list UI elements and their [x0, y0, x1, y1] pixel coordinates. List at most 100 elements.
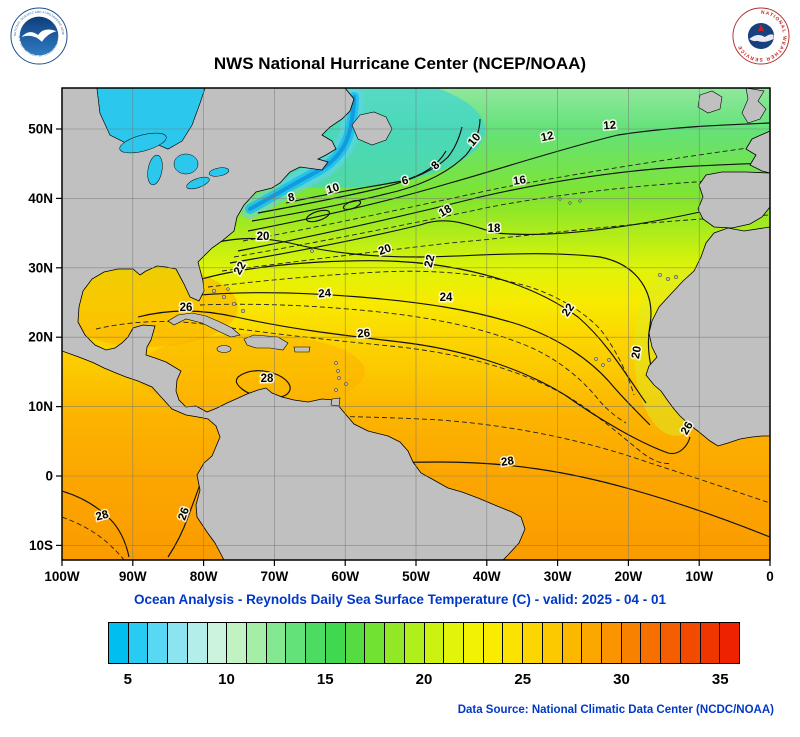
colorbar-cell — [109, 623, 129, 663]
x-axis-tick-label: 30W — [544, 569, 572, 584]
contour-label-28: 28 — [500, 455, 515, 469]
contour-label-28: 28 — [94, 508, 110, 523]
contour-14-dashed — [242, 144, 770, 242]
colorbar-cell — [404, 623, 425, 663]
x-axis-labels: 100W 90W 80W 70W 60W 50W 40W 30W 20W 10W 0 — [44, 569, 773, 584]
noaa-logo: NATIONAL OCEANIC AND ATMOSPHERIC ADMINIS… — [9, 4, 68, 65]
colorbar-cell — [148, 623, 169, 663]
land-americas — [62, 88, 526, 560]
colorbar-cell — [365, 623, 386, 663]
y-axis-tick-label: 40N — [28, 191, 53, 206]
contour-label-24: 24 — [440, 292, 453, 304]
colorbar-cell — [325, 623, 346, 663]
azores — [558, 197, 582, 205]
contour-label-22: 22 — [423, 253, 438, 268]
colorbar-cell — [720, 623, 739, 663]
colorbar-cell — [424, 623, 445, 663]
nws-logo: NATIONAL WEATHER SERVICE — [732, 7, 790, 65]
canary-islands — [658, 273, 678, 281]
contour-label-12: 12 — [603, 119, 617, 132]
y-axis-labels: 50N 40N 30N 20N 10N 0 10S — [28, 122, 53, 553]
colorbar-cell — [542, 623, 563, 663]
colorbar-tick-label: 35 — [711, 671, 729, 688]
contour-label-28: 28 — [261, 373, 274, 385]
lake-michigan — [147, 154, 163, 186]
noaa-gull-icon — [21, 29, 57, 42]
nws-red-mark-icon — [757, 24, 765, 32]
land-jamaica — [216, 345, 232, 353]
axis-ticks — [56, 128, 771, 566]
contour-10 — [251, 118, 481, 222]
land-ireland — [697, 90, 723, 114]
lake-ontario — [208, 167, 230, 177]
x-axis-tick-label: 0 — [766, 569, 774, 584]
cape-verde-islands — [594, 357, 611, 367]
x-axis-tick-label: 90W — [119, 569, 147, 584]
contour-25-dashed — [95, 321, 673, 464]
colorbar-cell — [187, 623, 208, 663]
land-trinidad — [330, 397, 341, 407]
contour-label-16: 16 — [512, 174, 526, 188]
contour-29-dashed — [62, 516, 125, 560]
land-iberia — [697, 171, 770, 229]
contour-label-24: 24 — [318, 287, 332, 300]
map-caption: Ocean Analysis - Reynolds Daily Sea Surf… — [134, 592, 666, 607]
contour-6 — [285, 150, 447, 204]
colorbar-cell — [601, 623, 622, 663]
colorbar-cell — [661, 623, 681, 663]
x-axis-tick-label: 100W — [44, 569, 80, 584]
gulf-stream-eddy — [305, 209, 331, 223]
colorbar-cell — [680, 623, 701, 663]
x-axis-tick-label: 20W — [615, 569, 643, 584]
colorbar-cell — [168, 623, 188, 663]
contour-23-dashed — [199, 303, 627, 424]
lakes — [96, 88, 230, 190]
contour-label-26: 26 — [357, 327, 371, 340]
contour-8 — [257, 126, 463, 214]
colorbar-tick-label: 20 — [415, 671, 433, 688]
data-source: Data Source: National Climatic Data Cent… — [457, 704, 774, 716]
nws-wave-icon — [749, 34, 774, 42]
colorbar-cell — [621, 623, 642, 663]
colorbar-cell — [582, 623, 602, 663]
contour-label-26: 26 — [180, 302, 193, 314]
colorbar-cell — [444, 623, 464, 663]
contour-22 — [201, 260, 647, 404]
colorbar-tick-label: 30 — [613, 671, 630, 688]
x-axis-tick-label: 70W — [261, 569, 289, 584]
contour-label-10: 10 — [325, 181, 341, 196]
x-axis-tick-label: 50W — [402, 569, 430, 584]
y-axis-tick-label: 50N — [28, 122, 53, 137]
colorbar-cell — [207, 623, 228, 663]
colorbar-cell — [562, 623, 583, 663]
noaa-logo-svg: NATIONAL OCEANIC AND ATMOSPHERIC ADMINIS… — [9, 4, 68, 65]
colorbar-cell — [503, 623, 524, 663]
colorbar-cell — [247, 623, 267, 663]
contour-label-20: 20 — [630, 345, 644, 360]
colorbar-cell — [345, 623, 366, 663]
y-axis-tick-label: 30N — [28, 260, 53, 275]
land-britain — [741, 88, 767, 124]
contour-12 — [247, 122, 770, 232]
contour-20 — [212, 237, 659, 386]
colorbar-cell — [227, 623, 248, 663]
colorbar-tick-label: 10 — [218, 671, 235, 688]
colorbar-cell — [385, 623, 405, 663]
colorbar-cell — [306, 623, 326, 663]
colorbar-cell — [463, 623, 484, 663]
contour-28-pacific — [62, 490, 130, 558]
colorbar-cell — [266, 623, 287, 663]
colorbar-tick-label: 25 — [514, 671, 532, 688]
colorbar-tick-label: 15 — [316, 671, 334, 688]
contour-17-dashed — [233, 178, 770, 258]
contour-label-18: 18 — [488, 223, 501, 235]
contour-21-dashed — [207, 270, 635, 396]
gulf-stream-eddy-2 — [342, 199, 362, 211]
contour-label-12: 12 — [540, 130, 555, 144]
colorbar-cell — [523, 623, 543, 663]
cold-coast-core — [248, 95, 356, 211]
x-axis-tick-label: 40W — [473, 569, 501, 584]
